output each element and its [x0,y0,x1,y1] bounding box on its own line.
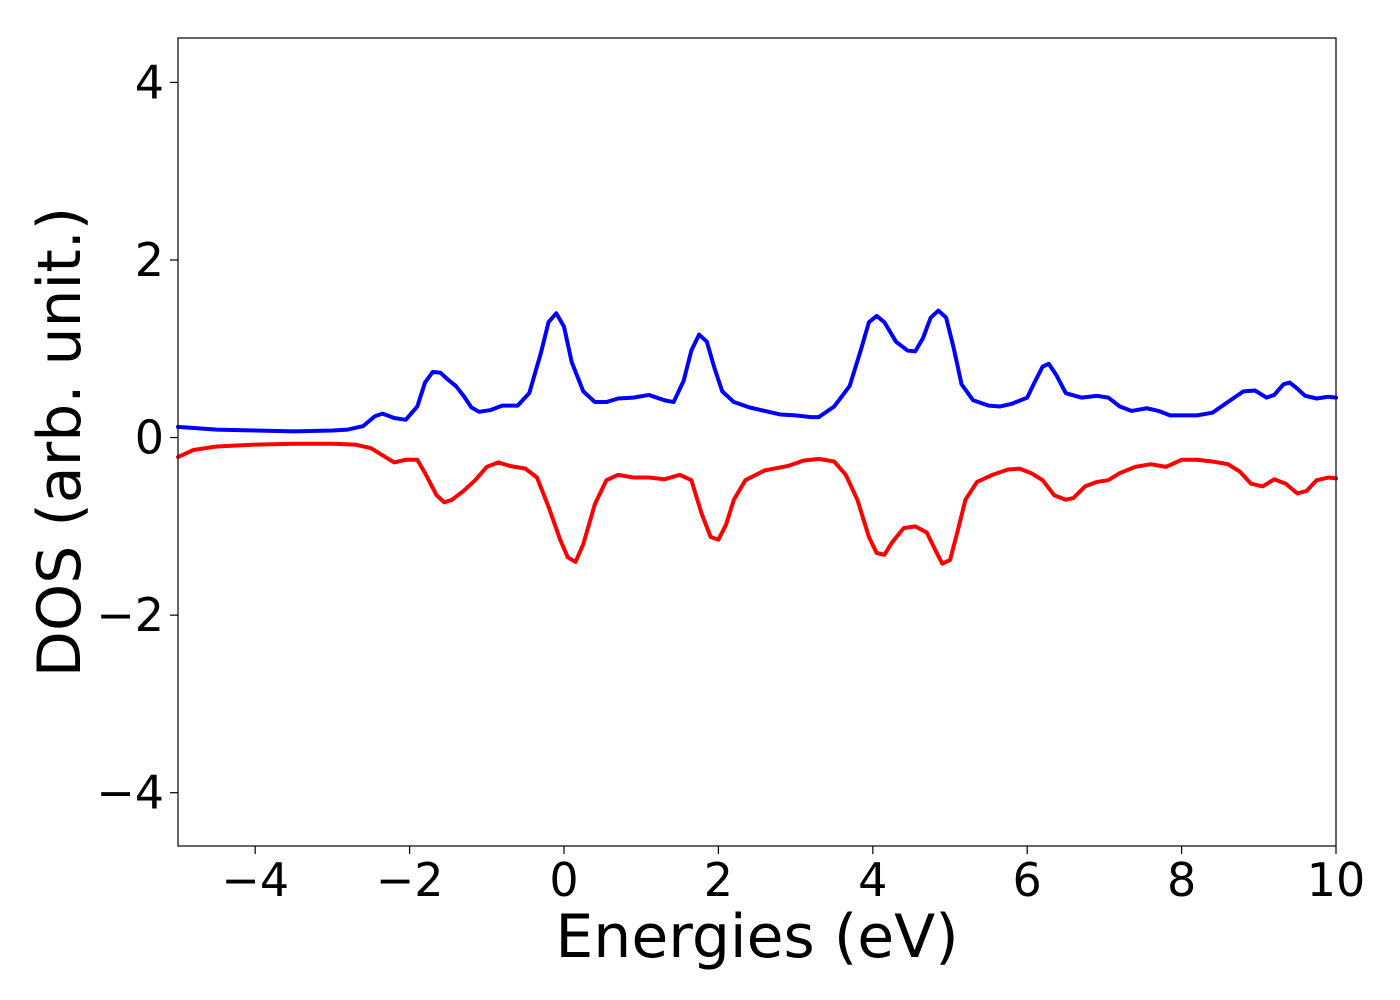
x-tick-label: −4 [221,853,289,907]
y-tick-label: −4 [96,766,164,820]
y-tick-label: 4 [135,55,164,109]
x-axis-label: Energies (eV) [555,902,958,972]
x-tick-label: 10 [1307,853,1366,907]
x-tick-label: 8 [1167,853,1196,907]
x-tick-label: 6 [1013,853,1042,907]
series-line-2 [176,441,1338,566]
y-axis-label: DOS (arb. unit.) [25,207,95,677]
series-layer [176,308,1338,566]
y-tick-label: 0 [135,411,164,465]
x-tick-label: 4 [858,853,887,907]
y-axis-ticks: −4 −2 0 2 4 [96,55,178,820]
x-tick-label: 2 [704,853,733,907]
series-line-1 [176,308,1338,434]
plot-frame [177,37,1337,847]
x-tick-label: 0 [549,853,578,907]
x-axis-ticks: −4 −2 0 2 4 6 8 10 [221,846,1365,907]
y-tick-label: 2 [135,233,164,287]
y-tick-label: −2 [96,588,164,642]
x-tick-label: −2 [376,853,444,907]
